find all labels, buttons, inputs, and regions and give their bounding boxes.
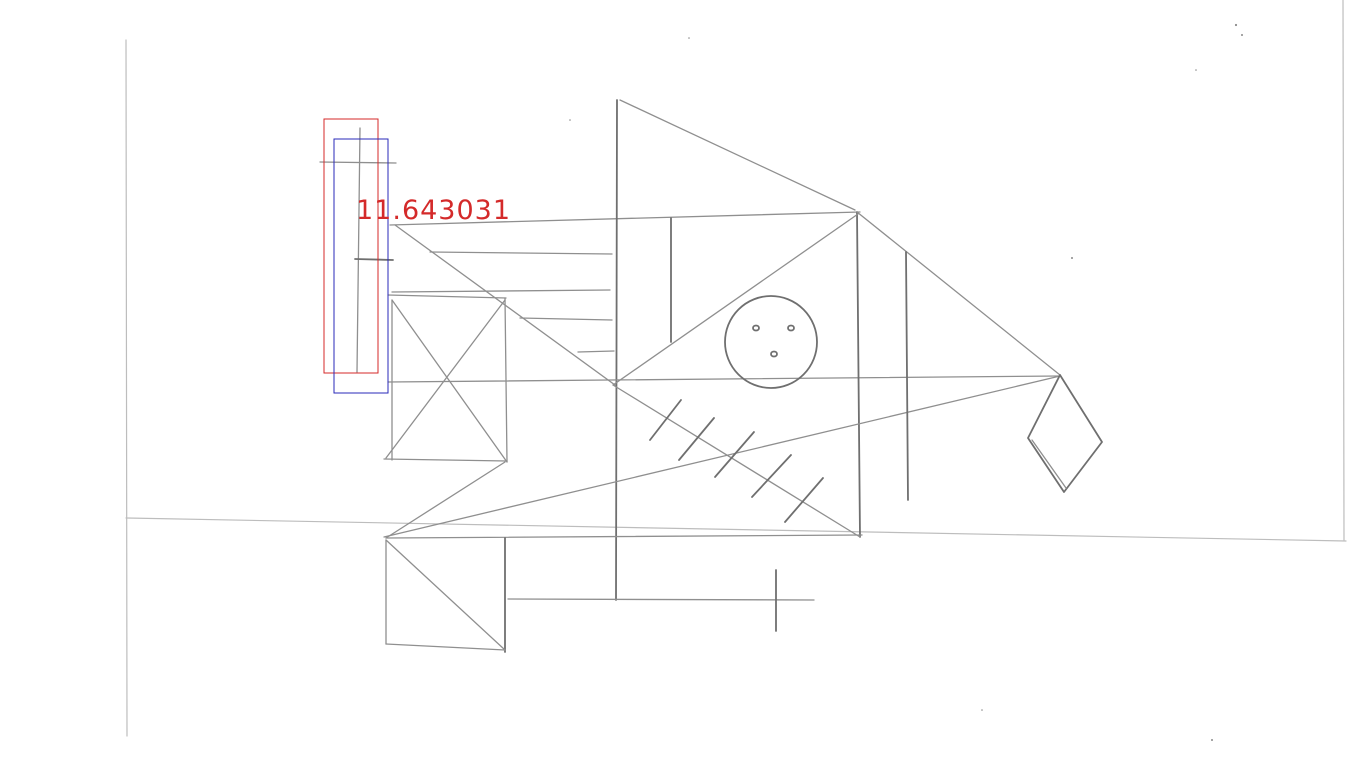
sketch-lower-section bbox=[385, 537, 815, 653]
paper-specks bbox=[569, 23, 1243, 741]
detection-box-primary bbox=[323, 118, 379, 374]
sketch-face-circle bbox=[724, 295, 818, 389]
sketch-bar-element bbox=[319, 127, 397, 373]
detection-score-label: 11.643031 bbox=[356, 195, 511, 226]
sketch-hatch-marks bbox=[649, 399, 824, 523]
sketch-right-wing bbox=[856, 211, 1103, 501]
page-border-lines bbox=[125, 0, 1347, 737]
detection-box-secondary bbox=[333, 138, 389, 394]
sketch-main-square bbox=[383, 211, 1061, 539]
sketch-center-mast bbox=[387, 99, 1061, 601]
sketch-left-block bbox=[383, 211, 861, 463]
